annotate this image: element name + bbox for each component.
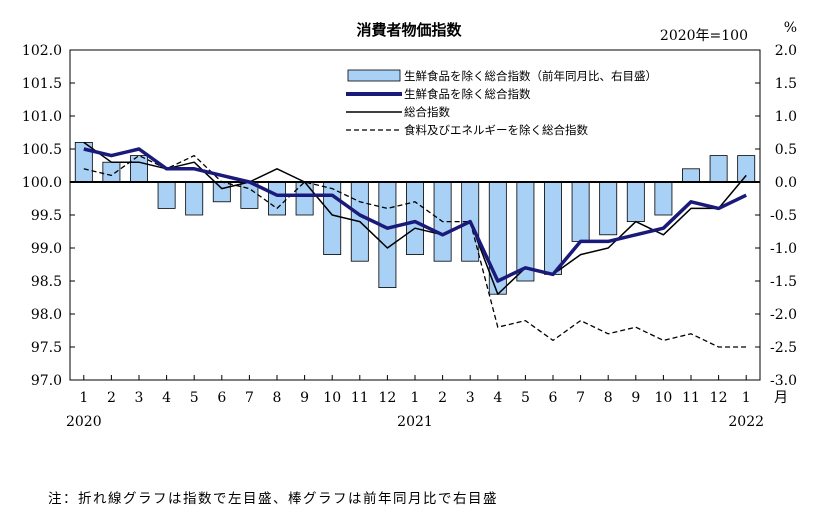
right-tick-label: 1.5 [775,76,797,92]
x-tick-label: 1 [411,390,420,406]
right-tick-label: -1.5 [770,274,797,290]
line-series [83,141,747,348]
right-tick-label: 1.0 [775,109,797,125]
x-tick-label: 5 [521,390,530,406]
bar [571,181,590,242]
x-tick-label: 1 [79,390,88,406]
legend-swatch-bars [347,69,401,82]
right-tick-label: -3.0 [770,373,797,389]
bar [102,161,121,183]
x-tick-label: 4 [162,390,171,406]
left-tick-label: 100.5 [22,142,62,158]
year-label: 2020 [66,414,102,430]
legend-label-all: 総合指数 [404,105,450,119]
left-tick-label: 98.5 [31,274,62,290]
left-tick-label: 99.0 [31,241,62,257]
x-tick-label: 9 [631,390,640,406]
left-tick-label: 100.0 [22,175,62,191]
bar [74,141,93,183]
left-tick-label: 98.0 [31,307,62,323]
x-tick-label: 8 [604,390,613,406]
legend-label-core: 生鮮食品を除く総合指数 [404,87,531,101]
x-tick-label: 9 [300,390,309,406]
x-tick-label: 6 [549,390,558,406]
left-tick-label: 97.0 [31,373,62,389]
bar [268,181,286,216]
x-tick-label: 12 [710,390,728,406]
left-tick-label: 99.5 [31,208,62,224]
bar [544,181,562,275]
year-label: 2022 [728,414,764,430]
x-tick-label: 11 [682,390,700,406]
legend-label-core-core: 食料及びエネルギーを除く総合指数 [404,123,588,137]
bar [626,181,645,222]
x-tick-label: 10 [654,390,672,406]
series-line-core [83,147,747,283]
series-line-all [83,141,747,295]
left-tick-label: 97.5 [31,340,62,356]
x-tick-label: 10 [323,390,341,406]
bar [323,181,342,255]
right-tick-label: -1.0 [770,241,797,257]
x-tick-label: 3 [135,390,144,406]
bar [212,181,231,203]
x-tick-label: 2 [107,390,116,406]
x-tick-label: 7 [245,390,254,406]
legend: 生鮮食品を除く総合指数（前年同月比、右目盛） 生鮮食品を除く総合指数 総合指数 … [346,69,657,137]
footnote: 注：折れ線グラフは指数で左目盛、棒グラフは前年同月比で右目盛 [48,490,498,507]
right-axis-ticks: -3.0 -2.5 -2.0 -1.5 -1.0 -0.5 0.0 0.5 1.0 1.5 2.0 [755,43,797,389]
right-tick-label: 0.5 [775,142,797,158]
x-tick-label: 11 [351,390,369,406]
x-tick-label: 1 [742,390,751,406]
left-tick-label: 102.0 [22,43,62,59]
right-tick-label: -2.5 [770,340,797,356]
left-tick-label: 101.5 [22,76,62,92]
right-tick-label: 2.0 [775,43,797,59]
bar [709,155,728,183]
year-label: 2021 [397,414,433,430]
right-tick-label: 0.0 [775,175,797,191]
bar [378,181,397,288]
bar [157,181,176,209]
x-tick-label: 5 [190,390,199,406]
left-tick-label: 101.0 [22,109,62,125]
bar [185,181,204,216]
bar [295,181,314,216]
bar [406,181,424,255]
x-tick-label: 6 [217,390,226,406]
x-tick-label: 7 [576,390,585,406]
right-tick-label: -2.0 [770,307,797,323]
right-tick-label: -0.5 [770,208,797,224]
bar [130,155,148,183]
bar [654,181,673,216]
x-tick-label: 8 [273,390,282,406]
left-axis-ticks: 97.0 97.5 98.0 98.5 99.0 99.5 100.0 100.5 101.0 1… [22,43,75,389]
series-line-core-core [83,154,747,348]
x-tick-label: 4 [493,390,502,406]
bar [682,168,700,183]
right-unit-label: % [784,20,797,36]
x-tick-label: 2 [438,390,447,406]
legend-label-bars: 生鮮食品を除く総合指数（前年同月比、右目盛） [404,69,657,83]
month-unit-label: 月 [774,390,788,406]
x-tick-label: 3 [466,390,475,406]
chart-title: 消費者物価指数 [356,21,462,39]
x-tick-label: 12 [378,390,396,406]
bar [599,181,618,236]
bar [737,155,756,183]
base-year-label: 2020年=100 [660,28,748,44]
bar-series [74,141,756,295]
